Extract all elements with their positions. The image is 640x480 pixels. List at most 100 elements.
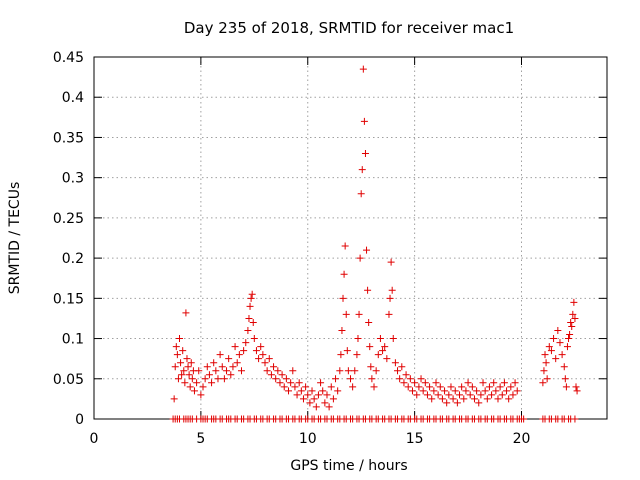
data-point [464, 379, 472, 387]
data-point [173, 351, 181, 359]
plot-frame [93, 56, 608, 420]
data-point [398, 363, 406, 371]
data-point [201, 375, 209, 383]
data-point [558, 351, 566, 359]
data-point [347, 375, 354, 383]
data-point [438, 395, 446, 403]
data-point [540, 367, 548, 375]
data-point [411, 379, 419, 387]
data-point [509, 391, 517, 399]
data-point [278, 371, 286, 379]
data-point [304, 391, 312, 399]
data-point [541, 351, 549, 359]
data-point [349, 383, 357, 391]
data-point [361, 150, 369, 158]
data-point [293, 391, 301, 399]
data-point [488, 391, 496, 399]
data-point [389, 335, 397, 343]
data-point [447, 383, 455, 391]
data-point [545, 343, 553, 351]
data-point [554, 327, 562, 335]
data-point [327, 383, 335, 391]
data-point [570, 298, 578, 306]
data-point [178, 371, 186, 379]
y-tick-label: 0.2 [62, 251, 84, 267]
y-tick-label: 0.35 [53, 130, 84, 146]
data-point [470, 395, 478, 403]
data-point [466, 391, 474, 399]
data-point [396, 375, 404, 383]
data-point [177, 359, 185, 367]
data-point [231, 343, 239, 351]
data-point [483, 395, 491, 403]
ticks: 0 0.05 0.1 0.15 0.2 0.25 0.3 0.35 0.4 0.45 0 5 10 15 2… [53, 50, 607, 447]
data-point [500, 379, 508, 387]
data-point [556, 339, 564, 347]
data-point [505, 395, 513, 403]
data-point [170, 395, 178, 403]
x-tick-label: 20 [513, 431, 531, 447]
data-point [542, 359, 550, 367]
data-point [344, 367, 352, 375]
data-point [182, 309, 190, 317]
y-tick-label: 0.1 [62, 332, 84, 348]
data-point [317, 379, 325, 387]
data-point [229, 363, 237, 371]
data-point [297, 387, 305, 395]
data-point [276, 379, 284, 387]
data-point [477, 391, 485, 399]
data-point [341, 242, 349, 250]
x-axis-label: GPS time / hours [290, 458, 407, 474]
data-point [357, 190, 365, 198]
data-point [563, 343, 571, 351]
data-point [210, 359, 218, 367]
data-point [223, 367, 231, 375]
x-tick-label: 5 [196, 431, 205, 447]
data-point [310, 395, 318, 403]
data-point [340, 270, 348, 278]
data-point [233, 359, 241, 367]
data-point [481, 387, 489, 395]
data-point [240, 347, 248, 355]
data-point [176, 335, 183, 343]
data-point [498, 391, 506, 399]
data-point [216, 351, 224, 359]
data-point [261, 359, 269, 367]
data-point [190, 387, 198, 395]
data-point [565, 335, 573, 343]
data-point [255, 355, 263, 363]
data-point [199, 383, 207, 391]
data-point [259, 351, 267, 359]
data-point [291, 383, 299, 391]
data-point [550, 335, 558, 343]
data-point [203, 363, 211, 371]
data-point [475, 399, 483, 407]
data-point [434, 391, 442, 399]
data-point [302, 383, 310, 391]
y-tick-label: 0.45 [53, 50, 84, 66]
data-point [225, 355, 233, 363]
data-point [197, 391, 205, 399]
data-point [252, 347, 260, 355]
data-point [265, 355, 273, 363]
data-point [332, 375, 340, 383]
data-point [171, 363, 179, 371]
data-point [174, 375, 182, 383]
data-point [566, 331, 574, 339]
data-point [274, 367, 282, 375]
data-point [208, 379, 216, 387]
data-point [372, 367, 380, 375]
data-point [299, 395, 307, 403]
data-point [220, 375, 228, 383]
data-point [419, 387, 427, 395]
data-point [426, 383, 434, 391]
data-point [249, 318, 257, 326]
data-point [244, 327, 252, 335]
data-point [308, 387, 316, 395]
data-point [287, 379, 295, 387]
data-point [339, 294, 347, 302]
data-point [342, 310, 350, 318]
data-point [270, 363, 278, 371]
data-point [325, 403, 333, 411]
data-point [503, 387, 511, 395]
